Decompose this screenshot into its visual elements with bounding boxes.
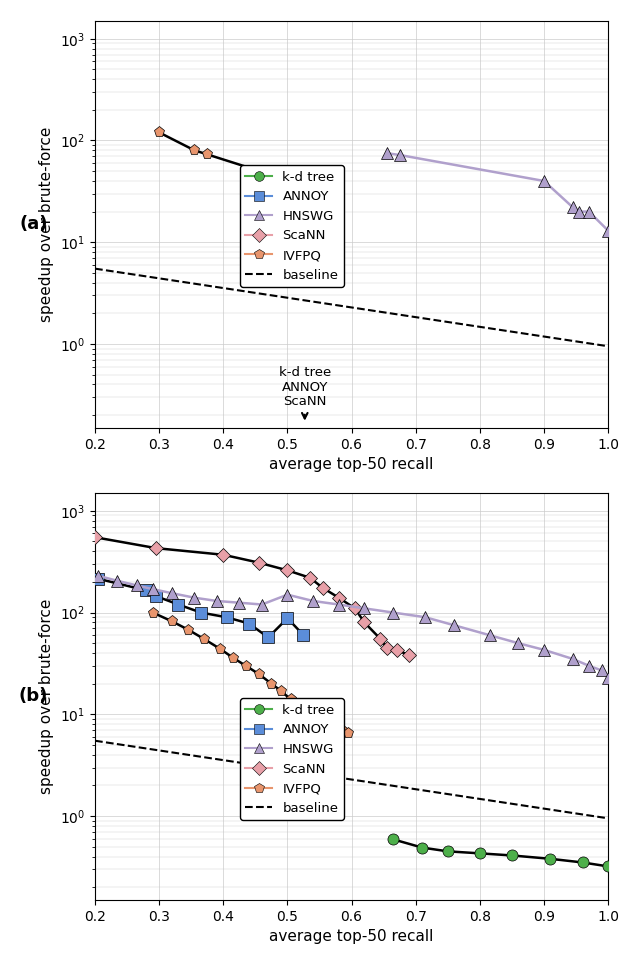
Text: ScaNN: ScaNN [283, 395, 326, 408]
Text: (b): (b) [19, 687, 48, 705]
X-axis label: average top-50 recall: average top-50 recall [269, 457, 434, 472]
Legend: k-d tree, ANNOY, HNSWG, ScaNN, IVFPQ, baseline: k-d tree, ANNOY, HNSWG, ScaNN, IVFPQ, ba… [240, 165, 344, 287]
Text: k-d tree: k-d tree [278, 367, 331, 379]
Legend: k-d tree, ANNOY, HNSWG, ScaNN, IVFPQ, baseline: k-d tree, ANNOY, HNSWG, ScaNN, IVFPQ, ba… [240, 699, 344, 820]
Y-axis label: speedup over brute-force: speedup over brute-force [40, 598, 54, 794]
Text: (a): (a) [19, 215, 48, 234]
X-axis label: average top-50 recall: average top-50 recall [269, 929, 434, 944]
Text: ANNOY: ANNOY [282, 381, 328, 395]
Y-axis label: speedup over brute-force: speedup over brute-force [40, 126, 54, 322]
